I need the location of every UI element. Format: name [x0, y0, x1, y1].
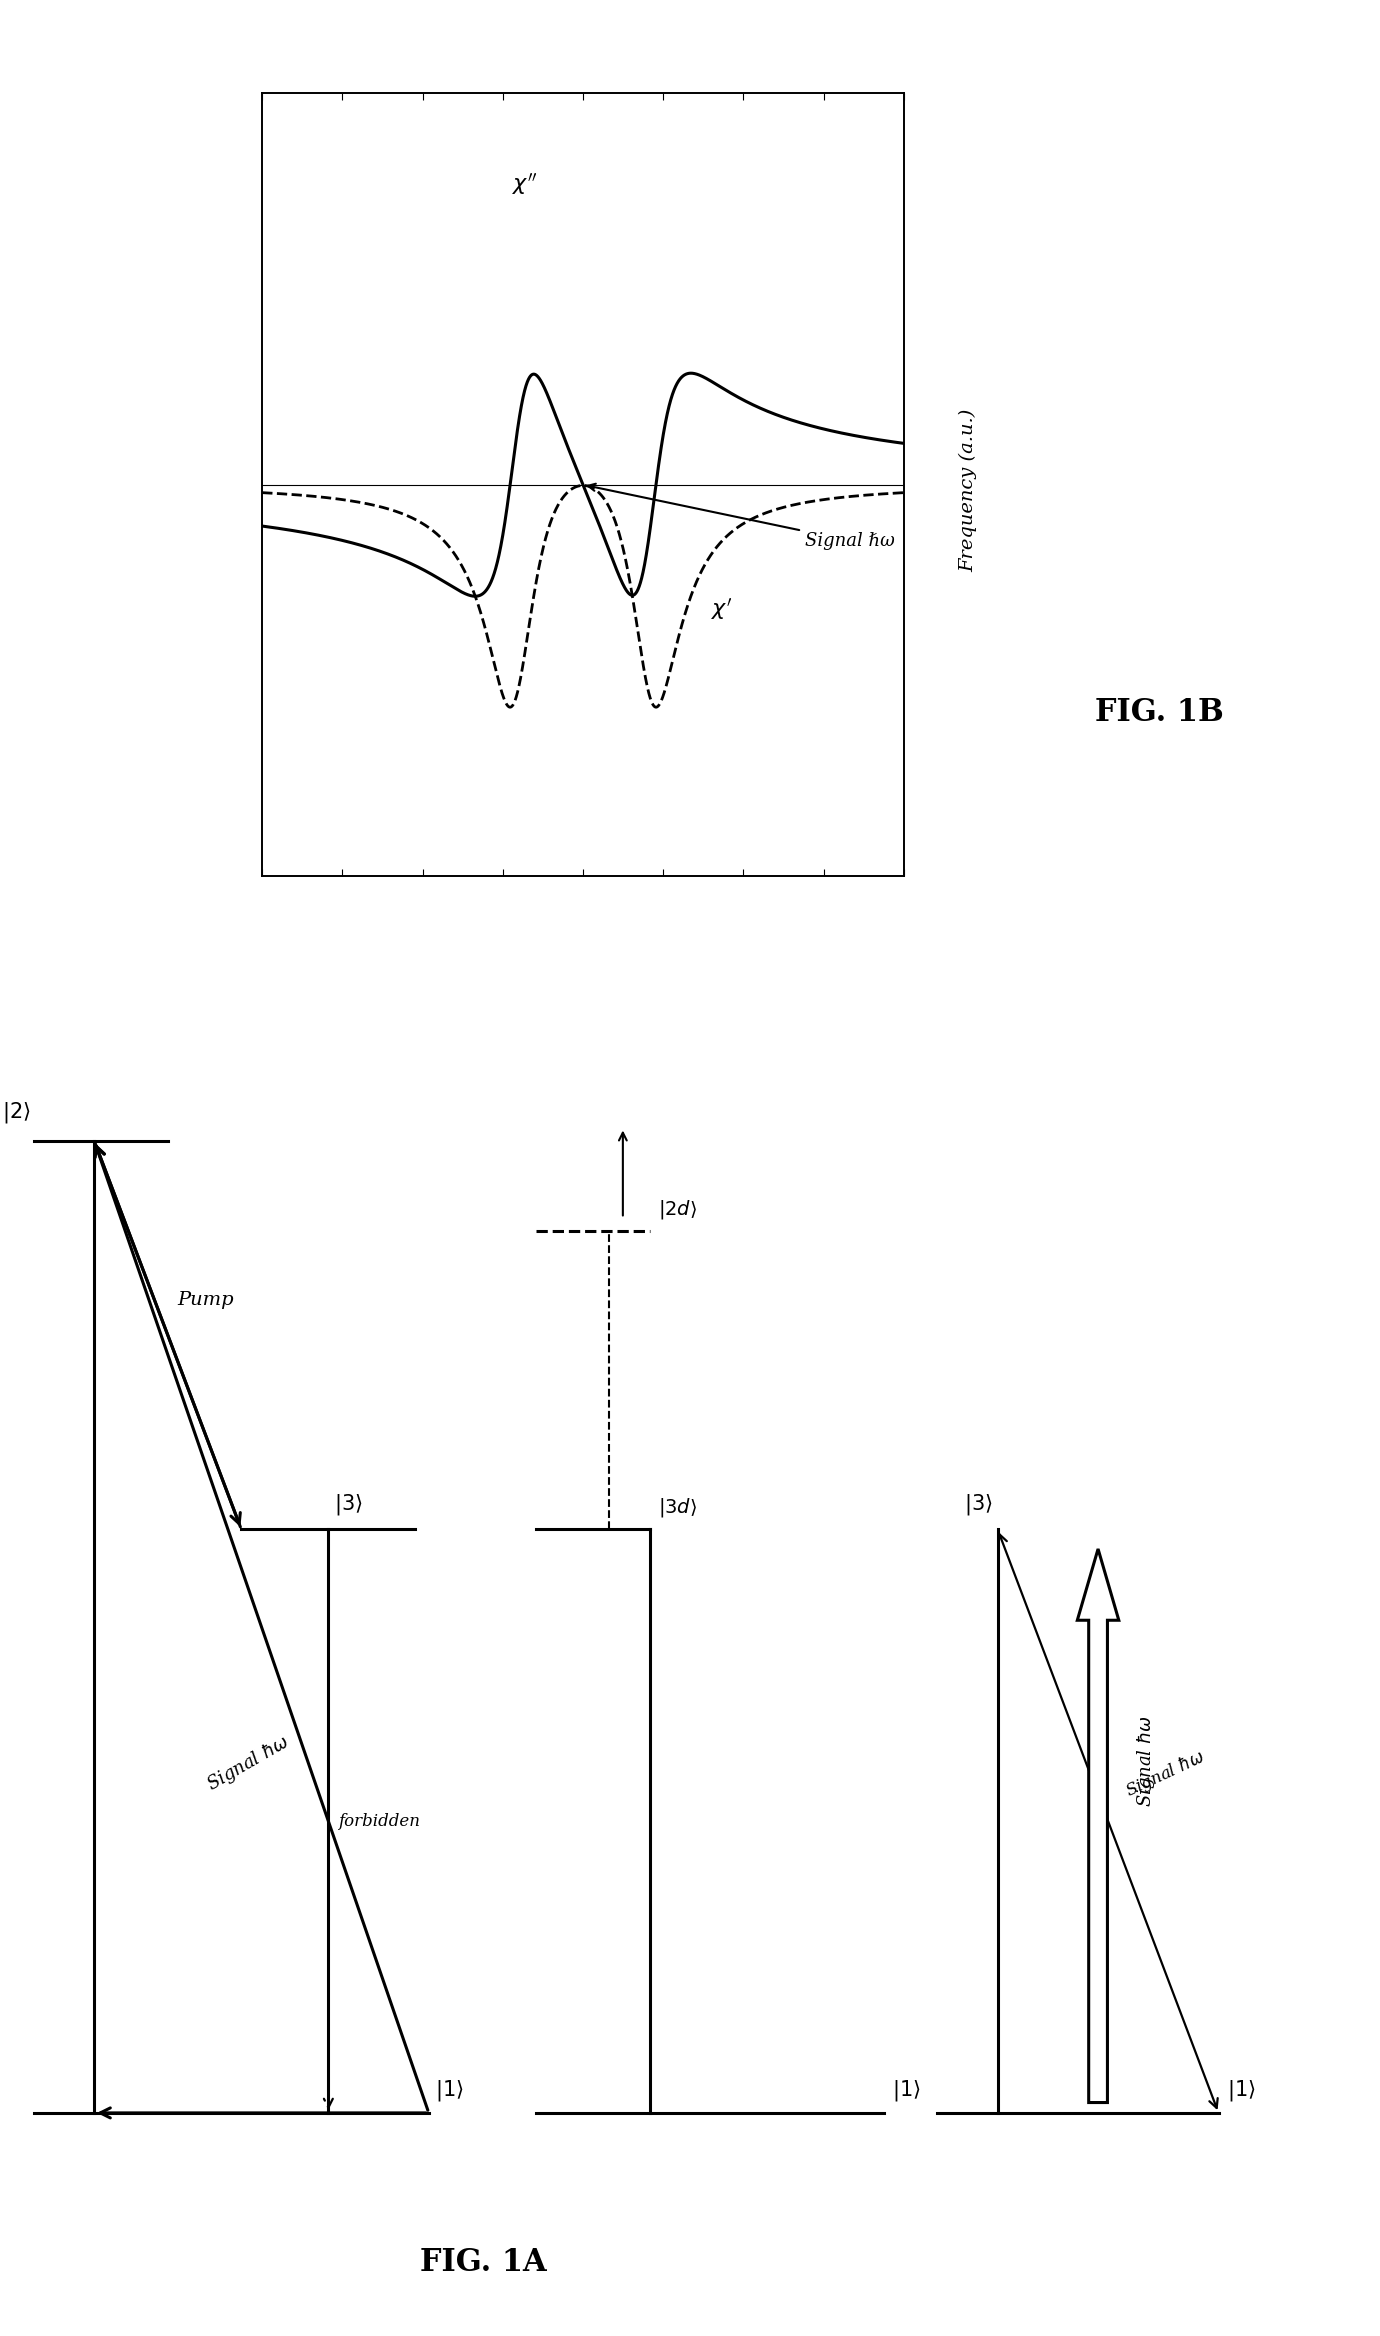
- Text: Pump: Pump: [178, 1292, 235, 1308]
- Text: Signal $\hbar\omega$: Signal $\hbar\omega$: [1122, 1745, 1208, 1801]
- Text: $|3d\rangle$: $|3d\rangle$: [658, 1495, 697, 1518]
- Text: Signal $\hbar\omega$: Signal $\hbar\omega$: [1134, 1715, 1156, 1808]
- Text: $|2\rangle$: $|2\rangle$: [1, 1100, 30, 1126]
- Text: $|1\rangle$: $|1\rangle$: [436, 2077, 464, 2102]
- Text: Frequency (a.u.): Frequency (a.u.): [959, 409, 977, 572]
- Text: forbidden: forbidden: [338, 1813, 421, 1829]
- Text: Signal ℏω: Signal ℏω: [588, 484, 894, 549]
- Text: FIG. 1A: FIG. 1A: [420, 2247, 546, 2278]
- Text: $|3\rangle$: $|3\rangle$: [334, 1490, 363, 1516]
- Text: FIG. 1B: FIG. 1B: [1094, 696, 1224, 729]
- Text: $|2d\rangle$: $|2d\rangle$: [658, 1198, 697, 1222]
- Text: $\chi''$: $\chi''$: [512, 173, 537, 196]
- Text: $|3\rangle$: $|3\rangle$: [963, 1490, 992, 1516]
- Text: Signal $\hbar\omega$: Signal $\hbar\omega$: [203, 1731, 294, 1796]
- Text: $|1\rangle$: $|1\rangle$: [891, 2077, 920, 2102]
- FancyArrow shape: [1078, 1549, 1119, 2102]
- Text: $\chi'$: $\chi'$: [712, 596, 733, 621]
- Text: $|1\rangle$: $|1\rangle$: [1227, 2077, 1256, 2102]
